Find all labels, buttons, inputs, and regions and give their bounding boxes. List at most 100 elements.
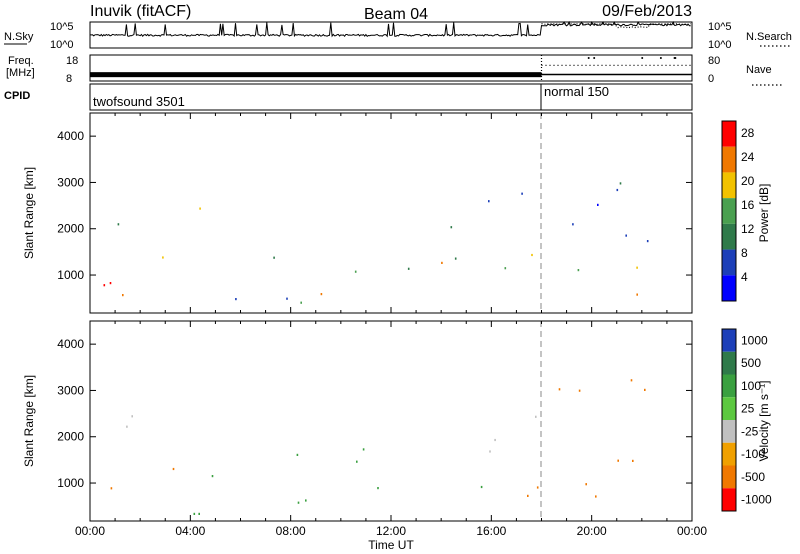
noise-left-label: N.Sky [4, 31, 34, 43]
power-yaxis: 1000 2000 3000 4000 [57, 129, 692, 282]
velocity-panel: 1000 2000 3000 4000 00:00 04:00 08:00 12:00 16:… [22, 320, 772, 552]
power-colorbar-tick: 24 [741, 150, 755, 164]
velocity-colorbar: 1000 500 100 25 -25 -100 -500 -1000 [721, 328, 772, 512]
date-label: 09/Feb/2013 [602, 3, 692, 20]
echo-cell [109, 282, 112, 285]
cpid-panel: CPID twofsound 3501 normal 150 [4, 83, 693, 111]
velocity-colorbar-swatch [722, 351, 736, 375]
echo-cell [296, 453, 299, 456]
echo-cell [235, 298, 237, 301]
echo-cell [441, 261, 443, 264]
velocity-colorbar-frame [721, 328, 737, 512]
velocity-colorbar-swatch [722, 488, 736, 511]
noise-ytick-bottom-left: 10^0 [50, 39, 74, 51]
echo-cell [646, 240, 649, 243]
echo-cell [504, 267, 507, 270]
velocity-colorbar-tick: 100 [741, 379, 761, 393]
echo-cell [126, 425, 128, 428]
nsky-line [90, 20, 691, 38]
echo-cell [407, 267, 410, 270]
echo-cell [305, 499, 307, 502]
echo-cell [489, 450, 491, 453]
power-colorbar-swatch [722, 249, 736, 276]
power-colorbar-swatch [722, 198, 736, 224]
nave-point [673, 57, 676, 59]
nave-point [587, 57, 590, 59]
xtick-label: 04:00 [175, 524, 205, 538]
ytick-label: 2000 [57, 430, 84, 444]
echo-cell [122, 294, 124, 297]
noise-panel: N.Sky 10^5 10^0 10^5 10^0 N.Search [4, 20, 792, 51]
noise-ytick-bottom-right: 10^0 [708, 39, 732, 51]
echo-cell [362, 448, 365, 451]
velocity-colorbar-tick: 1000 [741, 333, 768, 347]
velocity-colorbar-tick: 500 [741, 356, 761, 370]
echo-cell [619, 182, 622, 185]
power-scatter [103, 182, 649, 304]
echo-cell [377, 487, 379, 490]
noise-series [90, 20, 691, 38]
cpid-panel-frame [89, 83, 693, 111]
velocity-colorbar-tick: -100 [741, 447, 765, 461]
echo-cell [286, 297, 288, 300]
noise-ytick-top-right: 10^5 [708, 21, 732, 33]
echo-cell [616, 188, 619, 192]
echo-cell [536, 486, 539, 489]
echo-cell [630, 379, 633, 382]
echo-cell [193, 512, 196, 515]
echo-cell [578, 389, 581, 392]
power-colorbar-tick: 12 [741, 222, 755, 236]
freq-band [90, 72, 542, 78]
power-ylabel: Slant Range [km] [22, 167, 36, 259]
echo-cell [480, 485, 483, 489]
echo-cell [644, 388, 646, 391]
freq-ytick-top: 18 [66, 55, 78, 67]
frequency-series [90, 55, 692, 81]
echo-cell [595, 495, 597, 498]
echo-cell [356, 460, 358, 463]
echo-cell [450, 226, 453, 229]
echo-cell [300, 301, 302, 304]
velocity-xlabel: Time UT [368, 538, 414, 552]
echo-cell [198, 512, 200, 515]
xtick-label: 16:00 [476, 524, 506, 538]
ytick-label: 4000 [57, 129, 84, 143]
echo-cell [572, 223, 574, 226]
velocity-xaxis: 00:00 04:00 08:00 12:00 16:00 20:00 00:00 [75, 321, 707, 538]
nave-ytick-top: 80 [708, 55, 720, 67]
echo-cell [585, 483, 587, 486]
velocity-colorbar-swatch [722, 397, 736, 420]
echo-cell [527, 494, 529, 497]
freq-ytick-bottom: 8 [66, 73, 72, 85]
ytick-label: 2000 [57, 222, 84, 236]
freq-unit-label: [MHz] [6, 67, 35, 79]
power-colorbar-swatch [722, 121, 736, 147]
echo-cell [162, 256, 164, 259]
nave-ytick-bottom: 0 [708, 73, 714, 85]
power-colorbar-swatch [722, 223, 736, 250]
velocity-panel-frame [89, 320, 693, 522]
echo-cell [320, 293, 323, 296]
xtick-label: 12:00 [376, 524, 406, 538]
echo-cell [558, 388, 561, 391]
echo-cell [577, 269, 580, 272]
velocity-colorbar-swatch [722, 420, 736, 443]
nave-point [641, 57, 644, 59]
nave-point [659, 57, 662, 59]
echo-cell [494, 438, 496, 442]
echo-cell [117, 223, 120, 226]
velocity-colorbar-tick: -25 [741, 424, 759, 438]
echo-cell [597, 203, 599, 206]
velocity-scatter [110, 379, 646, 515]
power-colorbar: 4 8 12 16 20 24 28 [721, 120, 755, 302]
frequency-panel-frame [89, 54, 693, 82]
velocity-ylabel: Slant Range [km] [22, 375, 36, 467]
power-colorbar-label: Power [dB] [757, 184, 771, 243]
power-colorbar-frame [721, 120, 737, 302]
echo-cell [273, 256, 275, 259]
echo-cell [535, 415, 537, 418]
echo-cell [617, 459, 619, 462]
velocity-colorbar-tick: -500 [741, 470, 765, 484]
nave-label: Nave [746, 64, 772, 76]
